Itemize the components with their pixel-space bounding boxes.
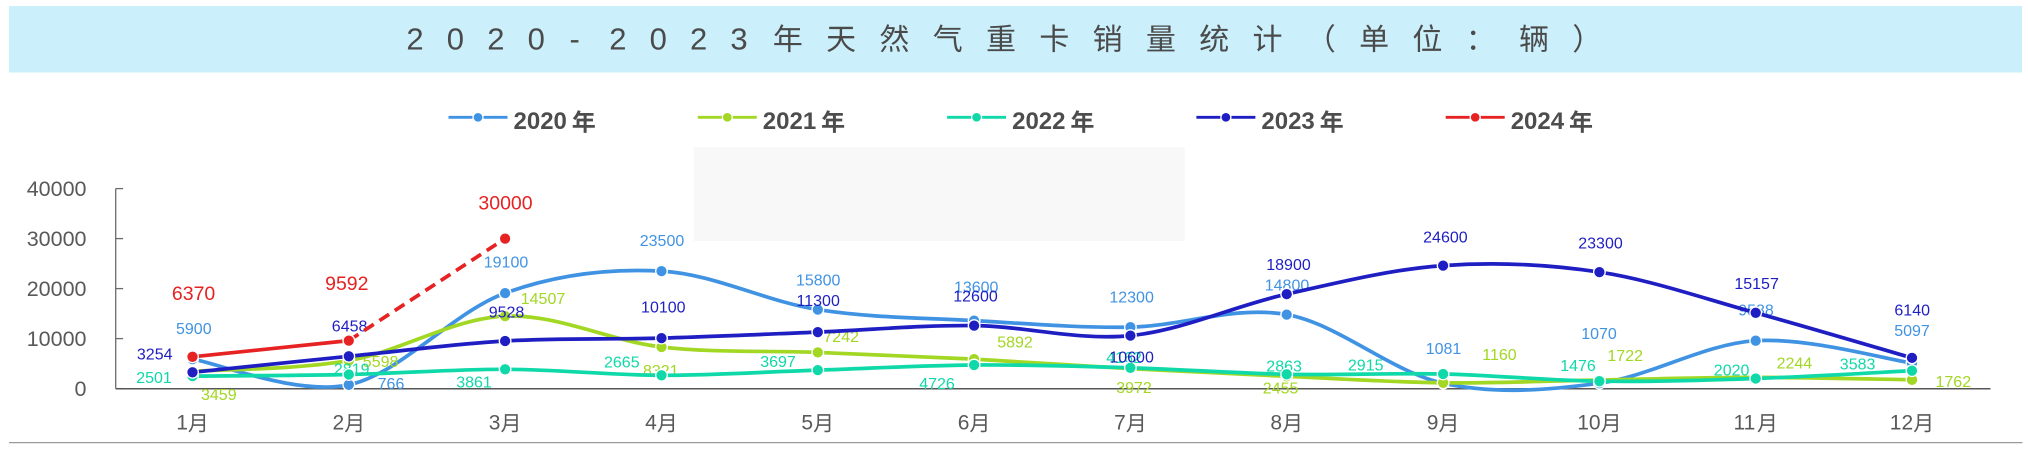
svg-text:5598: 5598 [363,354,399,371]
svg-text:2024: 2024 [1511,108,1565,135]
svg-text:3: 3 [489,411,501,434]
svg-text:2022: 2022 [1012,108,1065,135]
svg-text:2501: 2501 [136,370,172,387]
svg-text:2021: 2021 [763,108,816,135]
svg-text:1160: 1160 [1482,347,1517,364]
svg-text:2455: 2455 [1263,380,1299,397]
svg-text:15157: 15157 [1734,276,1779,293]
svg-text:2: 2 [609,21,626,56]
svg-text:2: 2 [333,411,345,434]
svg-text:10: 10 [1577,411,1600,434]
svg-text:12300: 12300 [1109,289,1154,306]
svg-text:11300: 11300 [797,293,840,310]
svg-text:6: 6 [958,411,970,434]
svg-text:8: 8 [1270,411,1282,434]
svg-text:6140: 6140 [1894,303,1930,320]
svg-text:2020: 2020 [1714,362,1750,379]
svg-text:2: 2 [487,21,504,56]
svg-text:24600: 24600 [1423,230,1468,247]
svg-text:5900: 5900 [176,321,212,338]
svg-text:2020: 2020 [514,108,567,135]
svg-text:2915: 2915 [1348,357,1384,374]
svg-text:30000: 30000 [27,227,87,251]
svg-text:7: 7 [1114,411,1126,434]
svg-text:9528: 9528 [489,304,525,321]
svg-text:6370: 6370 [172,283,216,305]
svg-text:1722: 1722 [1607,348,1643,365]
svg-text:5: 5 [801,411,813,434]
svg-text:11: 11 [1734,411,1756,434]
svg-text:1476: 1476 [1560,358,1596,375]
svg-text:2863: 2863 [1266,358,1302,375]
svg-text:3697: 3697 [760,354,796,371]
svg-text:2023: 2023 [1261,108,1314,135]
svg-text:10000: 10000 [27,327,87,351]
svg-text:9: 9 [1427,411,1439,434]
svg-text:766: 766 [378,376,405,393]
svg-text:23300: 23300 [1578,236,1623,253]
svg-text:23500: 23500 [640,233,685,250]
svg-text:40000: 40000 [27,177,87,201]
svg-text:2: 2 [406,21,423,56]
svg-text:1762: 1762 [1936,374,1972,391]
svg-text:20000: 20000 [27,277,87,301]
svg-text:2665: 2665 [604,355,640,372]
svg-text:2244: 2244 [1777,355,1813,372]
svg-text:18900: 18900 [1266,257,1311,274]
svg-text:5892: 5892 [997,334,1033,351]
svg-text:3254: 3254 [137,347,173,364]
svg-text:0: 0 [528,21,545,56]
svg-text:4726: 4726 [919,376,955,393]
svg-text:15800: 15800 [796,273,841,290]
svg-text:2: 2 [690,21,707,56]
svg-text:10600: 10600 [1109,350,1154,367]
svg-text:14507: 14507 [521,291,566,308]
svg-text:30000: 30000 [478,193,532,215]
svg-text:12600: 12600 [953,289,998,306]
svg-text:0: 0 [447,21,464,56]
svg-text:3972: 3972 [1116,380,1152,397]
svg-text:0: 0 [75,377,87,401]
svg-text:10100: 10100 [641,300,686,317]
svg-text:1: 1 [176,411,188,434]
svg-text:1081: 1081 [1426,341,1462,358]
svg-text:3: 3 [730,21,747,56]
svg-text:19100: 19100 [484,254,529,271]
svg-text:3459: 3459 [201,387,237,404]
svg-text:3861: 3861 [456,375,492,392]
svg-text:0: 0 [650,21,667,56]
svg-text:6458: 6458 [332,319,368,336]
svg-text:5097: 5097 [1894,323,1930,340]
svg-text:13600: 13600 [954,279,999,296]
svg-text:-: - [570,21,580,56]
svg-text:9592: 9592 [325,273,368,295]
svg-text:3583: 3583 [1840,357,1876,374]
svg-text:12: 12 [1890,411,1913,434]
svg-text:1070: 1070 [1581,326,1617,343]
svg-text:4: 4 [645,411,657,434]
